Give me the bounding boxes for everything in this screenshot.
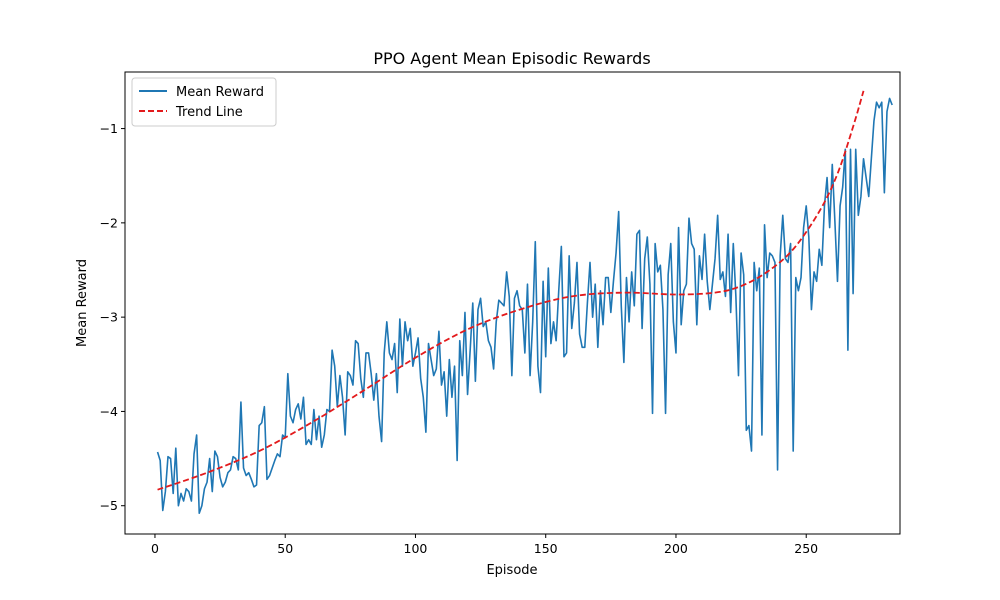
x-tick-label: 150 [534,541,558,556]
x-tick-label: 50 [277,541,293,556]
plot-area [156,90,893,515]
y-tick-label: −1 [100,121,118,136]
legend: Mean Reward Trend Line [131,77,277,127]
axes-frame [124,71,901,535]
x-tick-label: 250 [794,541,818,556]
x-tick-label: 200 [664,541,688,556]
series-line-mean-reward [156,97,893,515]
y-tick-label: −4 [100,404,118,419]
x-axis-title: Episode [486,563,537,578]
legend-box [131,77,277,127]
x-tick-label: 100 [404,541,428,556]
y-axis: −5 −4 −3 −2 −1 [100,121,125,513]
y-tick-label: −2 [100,215,118,230]
series-line-trend-line [157,90,865,491]
chart-title: PPO Agent Mean Episodic Rewards [373,49,650,68]
x-axis: 0 50 100 150 200 250 [151,534,818,556]
y-axis-title: Mean Reward [75,259,90,347]
y-tick-label: −3 [100,310,118,325]
y-tick-label: −5 [100,498,118,513]
legend-label-trend-line: Trend Line [175,105,243,120]
legend-label-mean-reward: Mean Reward [176,85,264,100]
x-tick-label: 0 [151,541,159,556]
